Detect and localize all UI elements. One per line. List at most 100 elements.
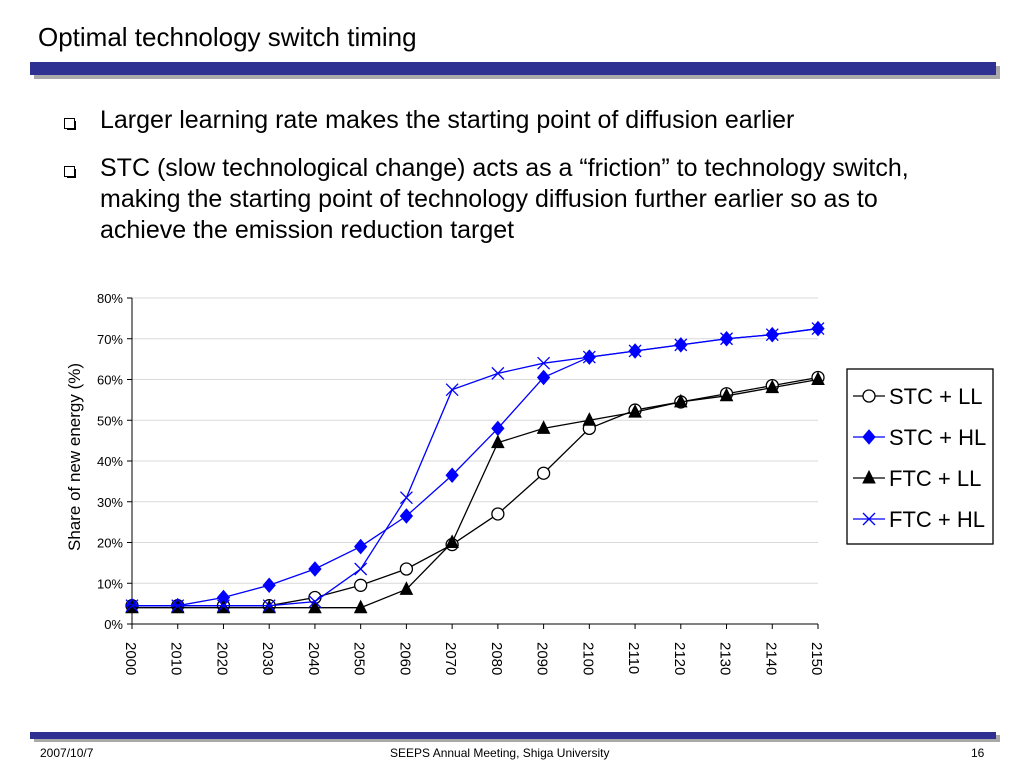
x-marker	[811, 322, 825, 336]
x-marker	[862, 512, 876, 526]
y-tick-label: 20%	[97, 536, 123, 551]
x-tick-label: 2060	[396, 642, 413, 675]
x-tick-label: 2070	[442, 642, 459, 675]
circle-marker	[862, 389, 876, 403]
x-marker	[491, 366, 505, 380]
bullet-list: Larger learning rate makes the starting …	[60, 105, 960, 263]
y-tick-label: 60%	[97, 373, 123, 388]
x-marker	[171, 599, 185, 613]
series-line	[132, 327, 819, 607]
triangle-marker	[582, 412, 597, 426]
triangle-marker	[308, 599, 322, 614]
x-tick-label: 2020	[213, 642, 230, 675]
diamond-marker	[862, 429, 876, 445]
x-marker	[308, 595, 322, 609]
circle-marker	[536, 466, 551, 480]
y-tick-label: 70%	[97, 332, 123, 347]
triangle-marker	[491, 434, 505, 449]
x-marker	[765, 328, 779, 342]
x-tick-label: 2110	[625, 642, 642, 674]
x-marker	[445, 383, 459, 397]
diamond-marker	[262, 577, 276, 594]
triangle-marker	[862, 469, 876, 484]
triangle-marker	[170, 599, 185, 614]
diamond-marker	[536, 369, 551, 386]
y-axis-label: Share of new energy (%)	[65, 363, 84, 551]
circle-marker	[399, 562, 414, 576]
x-tick-label: 2000	[122, 642, 139, 675]
triangle-marker	[536, 420, 551, 434]
triangle-marker	[765, 379, 780, 394]
series-ftc-ll	[125, 371, 825, 614]
footer-date: 2007/10/7	[40, 746, 94, 760]
legend-label: STC + HL	[889, 425, 986, 450]
triangle-marker	[673, 393, 688, 408]
x-marker	[262, 599, 276, 613]
checkbox-bullet-icon	[64, 166, 76, 178]
chart-legend: STC + LL STC + HL FTC + LL FTC + HL	[846, 368, 994, 545]
circle-marker	[491, 507, 505, 521]
x-tick-label: 2140	[762, 642, 779, 675]
title-bar	[30, 62, 996, 75]
triangle-marker	[628, 403, 642, 418]
legend-item: STC + HL	[853, 425, 986, 450]
y-tick-label: 10%	[97, 576, 123, 591]
triangle-marker	[399, 581, 414, 595]
triangle-marker	[125, 599, 139, 614]
bullet-text: Larger learning rate makes the starting …	[100, 106, 795, 134]
diamond-marker	[399, 508, 414, 524]
x-marker	[354, 562, 368, 576]
grid-lines	[132, 297, 818, 584]
x-tick-label: 2010	[168, 642, 185, 675]
checkbox-bullet-icon	[64, 118, 76, 130]
x-marker	[582, 350, 596, 364]
x-tick-label: 2120	[671, 642, 688, 675]
legend-item: FTC + LL	[853, 466, 981, 491]
x-marker	[125, 599, 139, 613]
series-line	[132, 327, 819, 607]
circle-marker	[354, 578, 368, 592]
diamond-marker	[308, 561, 322, 577]
slide-title: Optimal technology switch timing	[38, 22, 417, 52]
chart-series	[125, 320, 825, 614]
x-tick-label: 2130	[717, 642, 734, 675]
bullet-item: Larger learning rate makes the starting …	[60, 105, 960, 136]
triangle-marker	[216, 599, 231, 614]
legend-label: FTC + HL	[889, 507, 985, 532]
series-line	[132, 378, 819, 609]
footer-bar	[30, 732, 996, 739]
series-ftc-hl	[125, 322, 825, 613]
triangle-marker	[811, 371, 825, 385]
y-tick-label: 0%	[104, 617, 123, 632]
x-tick-label: 2040	[305, 642, 322, 675]
diamond-marker	[354, 538, 368, 555]
y-tick-label: 30%	[97, 495, 123, 510]
y-tick-label: 40%	[97, 454, 123, 469]
x-marker	[720, 332, 733, 346]
triangle-marker	[353, 599, 368, 614]
triangle-marker	[262, 599, 277, 614]
x-tick-label: 2150	[808, 642, 825, 675]
legend-label: STC + LL	[889, 384, 983, 409]
x-tick-label: 2030	[259, 642, 276, 675]
x-marker	[674, 338, 688, 352]
x-marker	[399, 491, 413, 505]
series-stc-hl	[125, 320, 825, 614]
bullet-item: STC (slow technological change) acts as …	[60, 153, 960, 246]
diamond-marker	[445, 467, 459, 484]
x-marker	[217, 599, 230, 613]
x-tick-label: 2050	[351, 642, 368, 675]
triangle-marker	[445, 534, 459, 548]
y-tick-label: 50%	[97, 413, 123, 428]
x-tick-label: 2100	[579, 642, 596, 675]
legend-item: FTC + HL	[853, 507, 985, 532]
x-marker	[537, 356, 551, 370]
triangle-marker	[719, 387, 734, 402]
legend-item: STC + LL	[853, 384, 983, 409]
footer-page-number: 16	[971, 746, 985, 760]
bullet-text: STC (slow technological change) acts as …	[100, 154, 909, 244]
x-tick-label: 2090	[534, 642, 551, 675]
chart-axes: 0% 10% 20% 30% 40% 50% 60% 70% 80% 2000 2010 2020 20…	[97, 291, 825, 675]
y-tick-label: 80%	[97, 291, 123, 306]
